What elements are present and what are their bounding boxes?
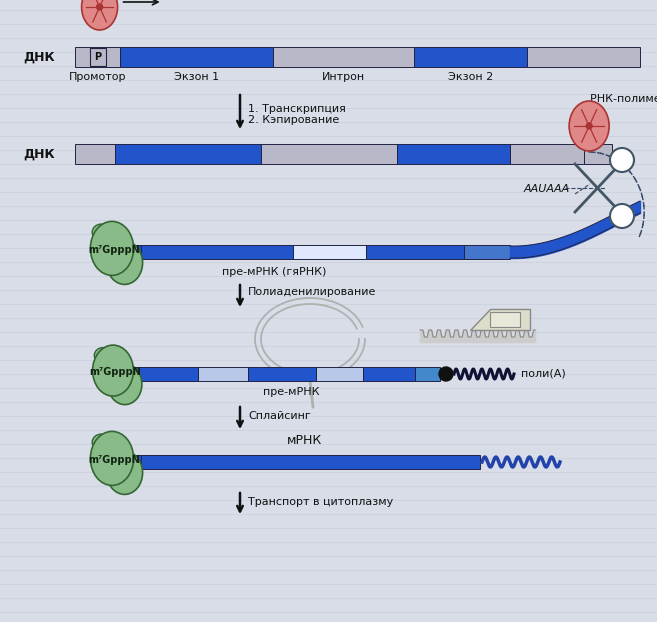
Text: Экзон 2: Экзон 2 <box>448 72 493 82</box>
Bar <box>397 144 510 164</box>
Ellipse shape <box>91 432 133 485</box>
Bar <box>75 47 120 67</box>
Text: P: P <box>94 52 101 62</box>
Ellipse shape <box>106 241 143 284</box>
Bar <box>464 245 510 259</box>
Bar <box>120 47 273 67</box>
Text: пре-мРНК: пре-мРНК <box>263 387 319 397</box>
Text: Сплайсинг: Сплайсинг <box>248 411 311 421</box>
Bar <box>365 245 464 259</box>
Bar <box>527 47 640 67</box>
Ellipse shape <box>106 451 143 494</box>
Bar <box>130 245 141 259</box>
Text: 1. Транскрипция: 1. Транскрипция <box>248 104 346 114</box>
Bar <box>510 144 583 164</box>
Circle shape <box>586 123 592 129</box>
Ellipse shape <box>81 0 118 30</box>
Text: ДНК: ДНК <box>24 50 55 63</box>
Bar <box>273 47 414 67</box>
Bar <box>490 312 520 327</box>
Bar <box>363 367 415 381</box>
Text: AAUAAA: AAUAAA <box>524 184 570 194</box>
Text: мРНК: мРНК <box>287 434 323 447</box>
Bar <box>141 455 480 469</box>
Ellipse shape <box>95 348 111 363</box>
Bar <box>75 144 114 164</box>
Text: Интрон: Интрон <box>322 72 365 82</box>
Ellipse shape <box>91 221 133 276</box>
Text: 2. Кэпирование: 2. Кэпирование <box>248 115 339 125</box>
Text: поли(А): поли(А) <box>521 369 566 379</box>
Bar <box>414 47 527 67</box>
Ellipse shape <box>108 364 142 404</box>
Text: Промотор: Промотор <box>69 72 126 82</box>
Bar <box>130 367 139 381</box>
Bar <box>130 455 141 469</box>
Circle shape <box>610 204 634 228</box>
Bar <box>261 144 397 164</box>
Text: Полиаденилирование: Полиаденилирование <box>248 287 376 297</box>
Text: Экзон 1: Экзон 1 <box>174 72 219 82</box>
Circle shape <box>439 367 453 381</box>
Bar <box>316 367 363 381</box>
Bar <box>139 367 198 381</box>
Circle shape <box>97 4 102 10</box>
Bar <box>415 367 440 381</box>
Ellipse shape <box>569 101 609 151</box>
Polygon shape <box>470 309 530 330</box>
Bar <box>583 144 612 164</box>
Bar <box>114 144 261 164</box>
Bar <box>89 48 106 66</box>
Text: m⁷GpppN: m⁷GpppN <box>89 368 141 378</box>
Text: ДНК: ДНК <box>24 147 55 160</box>
Circle shape <box>610 148 634 172</box>
Bar <box>198 367 248 381</box>
Ellipse shape <box>92 434 110 450</box>
Bar <box>294 245 365 259</box>
Text: Транспорт в цитоплазму: Транспорт в цитоплазму <box>248 497 394 507</box>
Text: РНК-полимераза II: РНК-полимераза II <box>590 94 657 104</box>
Bar <box>141 245 294 259</box>
Ellipse shape <box>92 224 110 240</box>
Text: пре-мРНК (гяРНК): пре-мРНК (гяРНК) <box>222 267 327 277</box>
Text: m⁷GpppN: m⁷GpppN <box>88 245 140 255</box>
Text: m⁷GpppN: m⁷GpppN <box>88 455 140 465</box>
Ellipse shape <box>93 345 133 396</box>
Bar <box>248 367 316 381</box>
